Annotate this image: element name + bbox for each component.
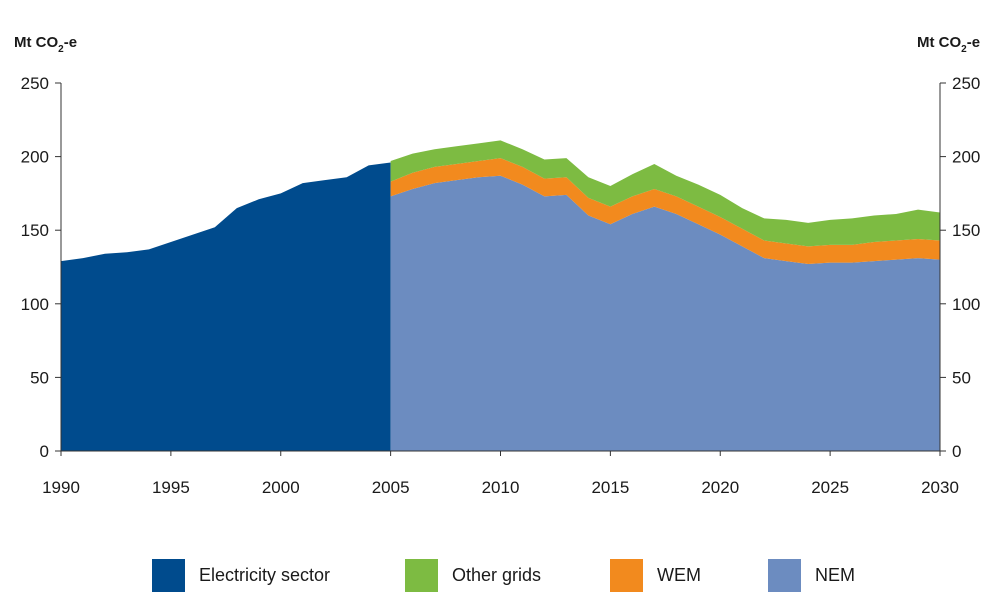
x-tick-label: 1990 <box>42 478 80 497</box>
x-tick-label: 2000 <box>262 478 300 497</box>
y-tick-label-right: 100 <box>952 295 980 314</box>
y-tick-label-right: 50 <box>952 368 971 387</box>
legend-swatch-electricity-sector <box>152 558 185 592</box>
x-tick-label: 2025 <box>811 478 849 497</box>
y-axis-label-right: Mt CO2-e <box>917 34 981 55</box>
y-tick-label-left: 250 <box>21 74 49 93</box>
y-tick-label-left: 200 <box>21 148 49 167</box>
area-other-grids <box>390 140 940 247</box>
y-tick-label-left: 0 <box>40 442 49 461</box>
legend-label-other-grids: Other grids <box>452 564 542 585</box>
y-axis-label-subscript: 2 <box>961 44 967 55</box>
x-tick-label: 2030 <box>921 478 959 497</box>
legend-item-wem: WEM <box>610 558 701 592</box>
legend-swatch-wem <box>610 558 643 592</box>
legend-swatch-other-grids <box>405 558 438 592</box>
x-tick-label: 2005 <box>372 478 410 497</box>
area-electricity-sector <box>61 162 391 451</box>
y-tick-label-left: 150 <box>21 221 49 240</box>
y-tick-label-right: 250 <box>952 74 980 93</box>
y-tick-label-right: 200 <box>952 148 980 167</box>
y-tick-label-left: 50 <box>30 368 49 387</box>
area-nem <box>390 175 940 451</box>
legend-item-other-grids: Other grids <box>405 558 541 592</box>
x-tick-label: 2015 <box>591 478 629 497</box>
x-tick-label: 2010 <box>482 478 520 497</box>
y-axis-label-suffix: -e <box>63 34 78 51</box>
legend-label-electricity-sector: Electricity sector <box>199 564 331 585</box>
y-tick-label-left: 100 <box>21 295 49 314</box>
y-axis-label-prefix: Mt CO <box>917 34 962 51</box>
legend-label-nem: NEM <box>815 564 855 585</box>
legend: Electricity sector Other grids WEM NEM <box>0 558 1005 592</box>
y-axis-label-subscript: 2 <box>58 44 64 55</box>
y-axis-label-prefix: Mt CO <box>14 34 59 51</box>
legend-item-electricity-sector: Electricity sector <box>152 558 330 592</box>
y-tick-label-right: 0 <box>952 442 961 461</box>
x-tick-label: 2020 <box>701 478 739 497</box>
area-series-group <box>61 140 940 451</box>
legend-label-wem: WEM <box>657 564 701 585</box>
axes-group: 0 0 50 50 100 100 150 150 200 200 250 250 1990 1995 20… <box>21 74 981 497</box>
y-axis-label-suffix: -e <box>966 34 981 51</box>
x-tick-label: 1995 <box>152 478 190 497</box>
y-axis-label-left: Mt CO2-e <box>14 34 78 55</box>
legend-item-nem: NEM <box>768 558 855 592</box>
legend-swatch-nem <box>768 558 801 592</box>
area-wem <box>390 158 940 265</box>
y-tick-label-right: 150 <box>952 221 980 240</box>
